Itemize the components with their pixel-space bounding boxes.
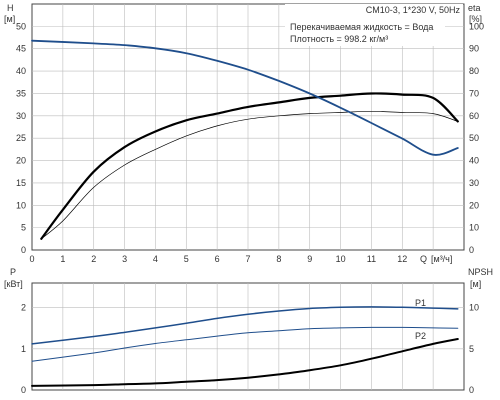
head-axis-ticks: 0 5 10 15 20 25 30 35 40 45 50 bbox=[16, 21, 26, 255]
head-axis-label: H bbox=[7, 3, 14, 13]
head-tick-label: 40 bbox=[16, 66, 26, 76]
eta-tick-label: 100 bbox=[469, 21, 484, 31]
npsh-curve bbox=[31, 338, 459, 387]
density-annotation: Плотность = 998.2 кг/м³ bbox=[290, 34, 388, 44]
chart-title: CM10-3, 1*230 V, 50Hz bbox=[366, 5, 461, 15]
q-tick-label: 8 bbox=[276, 254, 281, 264]
eta-axis-ticks: 0 10 20 30 40 50 60 70 80 90 100 bbox=[469, 21, 484, 255]
fluid-annotation: Перекачиваемая жидкость = Вода bbox=[290, 22, 433, 32]
q-tick-label: 11 bbox=[367, 254, 376, 264]
eta-tick-label: 60 bbox=[469, 111, 479, 121]
q-tick-label: 1 bbox=[60, 254, 65, 264]
p1-curve bbox=[31, 306, 459, 345]
power-axis-unit: [кВт] bbox=[4, 279, 23, 289]
eta-tick-label: 30 bbox=[469, 178, 479, 188]
eta-tick-label: 50 bbox=[469, 133, 479, 143]
npsh-tick-label: 5 bbox=[469, 344, 474, 354]
q-tick-label: 9 bbox=[307, 254, 312, 264]
eta-curve bbox=[40, 92, 459, 240]
power-axis-label: P bbox=[10, 267, 16, 277]
npsh-tick-label: 0 bbox=[469, 385, 474, 395]
q-tick-label: 12 bbox=[397, 254, 407, 264]
q-axis-ticks: 012345678910111213 bbox=[29, 254, 438, 264]
head-tick-label: 35 bbox=[16, 88, 26, 98]
head-tick-label: 20 bbox=[16, 156, 26, 166]
npsh-axis-unit: [м] bbox=[470, 279, 481, 289]
eta-tick-label: 40 bbox=[469, 156, 479, 166]
eta-tick-label: 20 bbox=[469, 200, 479, 210]
head-tick-label: 50 bbox=[16, 21, 26, 31]
head-panel: 012345678910111213 05101520253035404550 … bbox=[4, 3, 484, 264]
q-tick-label: 10 bbox=[336, 254, 346, 264]
npsh-axis-label: NPSH bbox=[468, 267, 493, 277]
eta-tick-label: 90 bbox=[469, 44, 479, 54]
p2-curve bbox=[31, 326, 459, 362]
head-tick-label: 45 bbox=[16, 44, 26, 54]
npsh-tick-label: 10 bbox=[469, 303, 479, 313]
npsh-axis-ticks: 0 5 10 bbox=[469, 303, 479, 395]
power-tick-label: 2 bbox=[21, 303, 26, 313]
q-axis-label: Q bbox=[420, 254, 427, 264]
q-tick-label: 5 bbox=[184, 254, 189, 264]
eta-tick-label: 70 bbox=[469, 88, 479, 98]
eta-thin-curve bbox=[40, 110, 459, 240]
eta-tick-label: 10 bbox=[469, 223, 479, 233]
q-tick-label: 4 bbox=[153, 254, 158, 264]
head-tick-label: 10 bbox=[16, 200, 26, 210]
head-tick-label: 15 bbox=[16, 178, 26, 188]
p2-series-label: P2 bbox=[415, 331, 426, 341]
power-panel: 0 1 2 0 5 10 P [кВт] NPSH [м] P1 P2 bbox=[4, 267, 493, 395]
power-axis-ticks: 0 1 2 bbox=[21, 303, 26, 395]
h-curve bbox=[31, 39, 459, 156]
head-tick-label: 25 bbox=[16, 133, 26, 143]
q-tick-label: 2 bbox=[91, 254, 96, 264]
q-tick-label: 7 bbox=[245, 254, 250, 264]
q-label-box bbox=[418, 252, 464, 264]
head-panel-series bbox=[31, 39, 459, 240]
head-tick-label: 30 bbox=[16, 111, 26, 121]
q-axis-unit: [м³/ч] bbox=[431, 254, 452, 264]
eta-axis-label: eta bbox=[468, 3, 481, 13]
head-tick-label: 0 bbox=[21, 245, 26, 255]
power-tick-label: 1 bbox=[21, 344, 26, 354]
head-axis-unit: [м] bbox=[4, 14, 15, 24]
head-tick-label: 5 bbox=[21, 223, 26, 233]
eta-tick-label: 80 bbox=[469, 66, 479, 76]
power-panel-series bbox=[31, 306, 459, 387]
annotation-box bbox=[285, 18, 445, 46]
title-box bbox=[285, 4, 463, 18]
eta-axis-unit: [%] bbox=[469, 14, 482, 24]
q-tick-label: 0 bbox=[29, 254, 34, 264]
p1-series-label: P1 bbox=[415, 298, 426, 308]
eta-tick-label: 0 bbox=[469, 245, 474, 255]
power-tick-label: 0 bbox=[21, 385, 26, 395]
q-tick-label: 6 bbox=[215, 254, 220, 264]
q-tick-label: 3 bbox=[122, 254, 127, 264]
